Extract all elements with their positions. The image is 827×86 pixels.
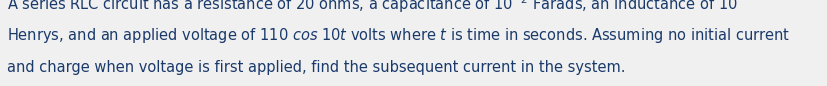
Text: Henrys, and an applied voltage of 110 $\mathit{cos}$ 10$t$ volts where $t$ is ti: Henrys, and an applied voltage of 110 $\… xyxy=(7,26,789,45)
Text: A series RLC circuit has a resistance of 20 ohms, a capacitance of $10^{-2}$ Far: A series RLC circuit has a resistance of… xyxy=(7,0,737,15)
Text: and charge when voltage is first applied, find the subsequent current in the sys: and charge when voltage is first applied… xyxy=(7,60,624,75)
